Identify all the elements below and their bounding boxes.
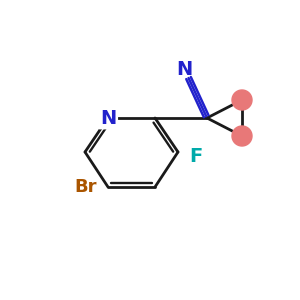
Text: N: N (177, 60, 193, 80)
Text: F: F (189, 146, 203, 166)
Text: N: N (100, 109, 116, 128)
Circle shape (232, 90, 252, 110)
Text: Br: Br (75, 178, 97, 196)
Circle shape (232, 126, 252, 146)
